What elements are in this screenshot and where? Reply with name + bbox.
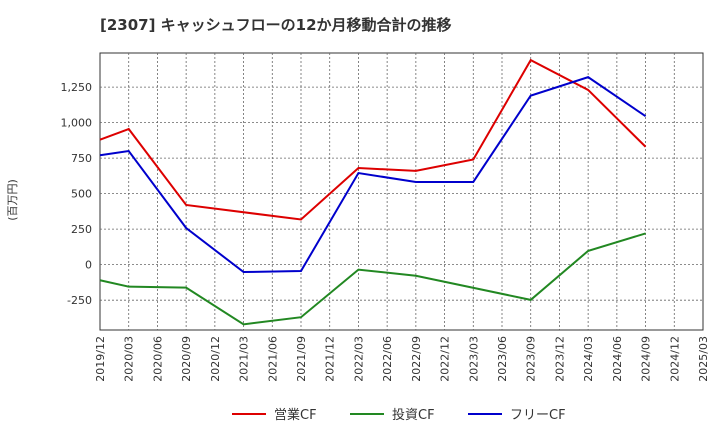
x-tick-label: 2023/06 bbox=[496, 336, 509, 382]
x-tick-label: 2025/03 bbox=[697, 336, 710, 382]
x-tick-label: 2021/12 bbox=[324, 336, 337, 382]
y-tick-label: -250 bbox=[67, 294, 92, 307]
y-tick-label: 750 bbox=[71, 152, 92, 165]
x-tick-label: 2021/06 bbox=[266, 336, 279, 382]
x-tick-label: 2024/03 bbox=[582, 336, 595, 382]
x-tick-label: 2020/03 bbox=[123, 336, 136, 382]
y-tick-label: 500 bbox=[71, 188, 92, 201]
x-tick-label: 2021/03 bbox=[238, 336, 251, 382]
x-tick-label: 2019/12 bbox=[94, 336, 107, 382]
x-tick-label: 2024/12 bbox=[668, 336, 681, 382]
chart-title: [2307] キャッシュフローの12か月移動合計の推移 bbox=[100, 16, 452, 34]
series-line-1 bbox=[99, 58, 647, 221]
plot-frame bbox=[99, 52, 704, 331]
x-tick-label: 2022/09 bbox=[410, 336, 423, 382]
x-tick-label: 2020/06 bbox=[151, 336, 164, 382]
x-tick-label: 2023/12 bbox=[553, 336, 566, 382]
x-tick-label: 2024/06 bbox=[611, 336, 624, 382]
y-tick-label: 250 bbox=[71, 223, 92, 236]
x-tick-label: 2022/12 bbox=[439, 336, 452, 382]
y-tick-label: 0 bbox=[85, 259, 92, 272]
y-tick-label: 1,250 bbox=[61, 81, 93, 94]
x-tick-label: 2020/09 bbox=[180, 336, 193, 382]
x-tick-label: 2021/09 bbox=[295, 336, 308, 382]
legend-label-3: フリーCF bbox=[510, 408, 566, 423]
x-tick-label: 2022/03 bbox=[352, 336, 365, 382]
series-line-2 bbox=[99, 232, 646, 326]
y-tick-label: 1,000 bbox=[61, 117, 93, 130]
x-tick-label: 2022/06 bbox=[381, 336, 394, 382]
x-tick-label: 2024/09 bbox=[640, 336, 653, 382]
legend-label-1: 営業CF bbox=[274, 407, 317, 423]
series-line-3 bbox=[99, 76, 647, 274]
x-tick-label: 2023/09 bbox=[525, 336, 538, 382]
legend-label-2: 投資CF bbox=[392, 407, 435, 423]
x-tick-label: 2020/12 bbox=[209, 336, 222, 382]
x-tick-label: 2023/03 bbox=[467, 336, 480, 382]
